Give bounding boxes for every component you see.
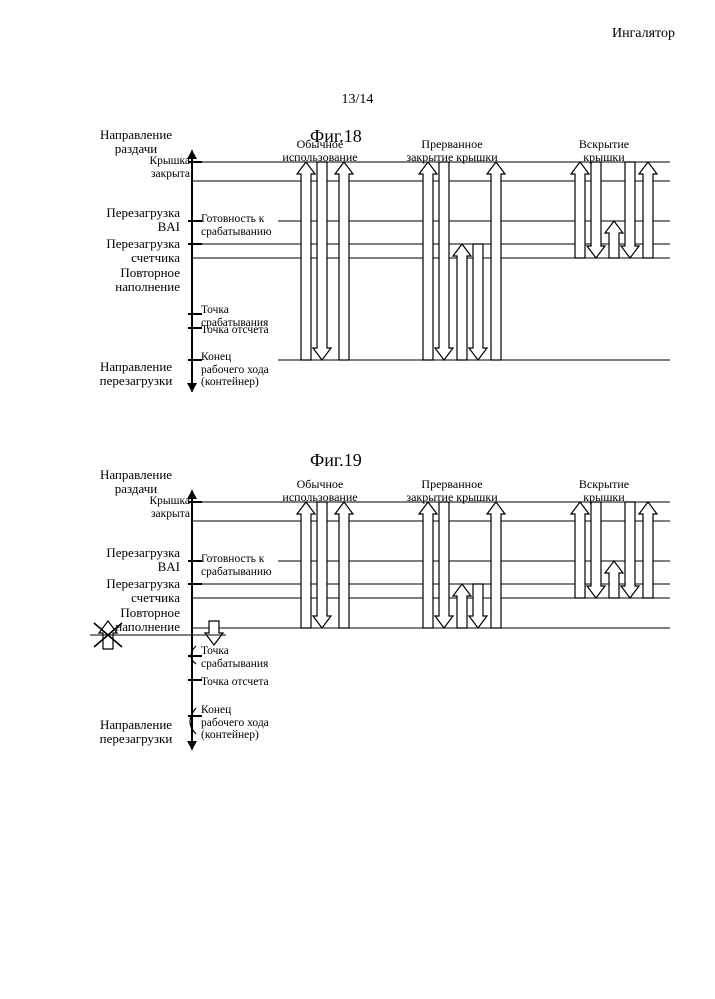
left-label: ПерезагрузкаBAI [70, 546, 180, 575]
column-header: Вскрытиекрышки [544, 478, 664, 504]
level-label: Крышказакрыта [135, 495, 190, 520]
left-label: Повторноенаполнение [70, 606, 180, 635]
column-header: Обычноеиспользование [260, 478, 380, 504]
reload-direction-label: Направлениеперезагрузки [86, 718, 186, 747]
level-label: Конецрабочего хода(контейнер) [201, 704, 291, 742]
level-label: Точка отсчета [201, 676, 291, 689]
level-label: Точкасрабатывания [201, 645, 291, 670]
level-label: Готовность ксрабатыванию [201, 553, 291, 578]
left-label: Перезагрузкасчетчика [70, 577, 180, 606]
column-header: Прерванноезакрытие крышки [392, 478, 512, 504]
dispense-direction-label: Направлениераздачи [86, 468, 186, 497]
